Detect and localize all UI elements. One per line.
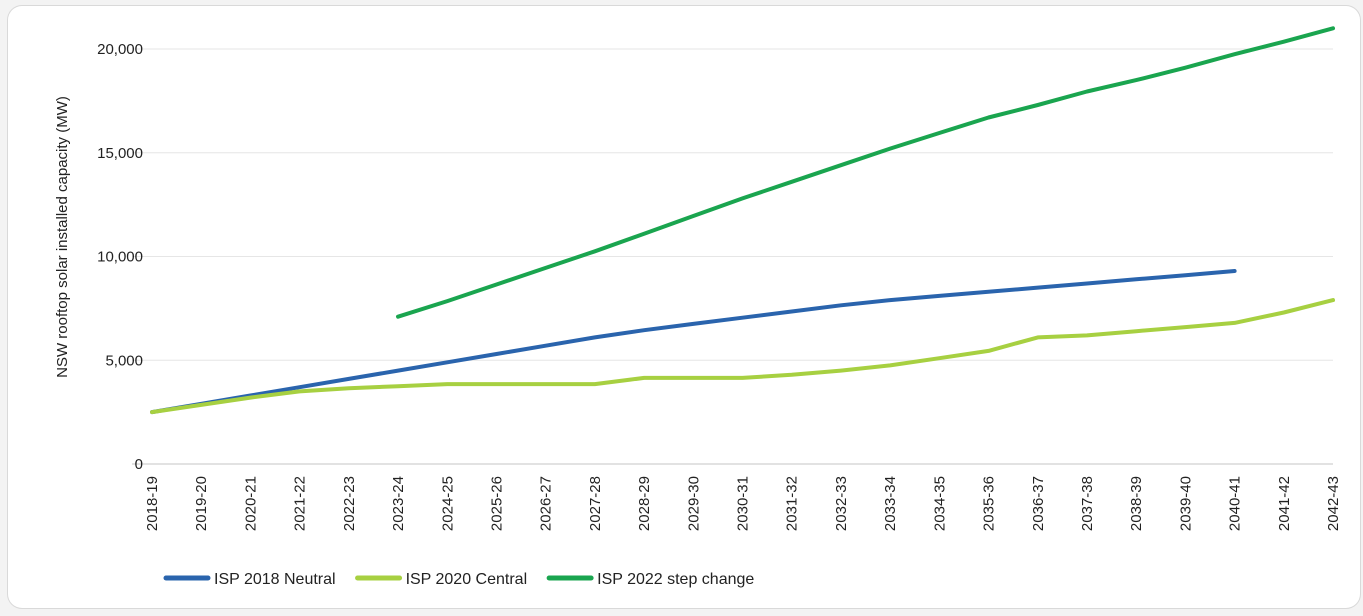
x-tick-label: 2022-23 [341, 476, 358, 531]
x-tick-label: 2019-20 [193, 476, 210, 531]
y-tick-labels: 0 5,000 10,000 15,000 20,000 [97, 41, 143, 473]
x-tick-label: 2021-22 [292, 476, 309, 531]
x-tick-label: 2032-33 [833, 476, 850, 531]
x-tick-label: 2036-37 [1030, 476, 1047, 531]
y-tick-label: 10,000 [97, 249, 143, 266]
x-tick-label: 2025-26 [488, 476, 505, 531]
x-tick-label: 2039-40 [1177, 476, 1194, 531]
x-tick-label: 2029-30 [685, 476, 702, 531]
y-tick-label: 5,000 [105, 352, 143, 369]
x-tick-label: 2024-25 [439, 476, 456, 531]
x-tick-label: 2018-19 [144, 476, 161, 531]
x-tick-label: 2030-31 [735, 476, 752, 531]
legend: ISP 2018 Neutral ISP 2020 Central ISP 2022… [163, 571, 754, 588]
x-tick-label: 2023-24 [390, 476, 407, 531]
legend-label: ISP 2020 Central [406, 571, 528, 588]
x-tick-labels: 2018-19 2019-20 2020-21 2021-22 2022-23 2023-… [144, 476, 1342, 531]
y-tick-label: 20,000 [97, 41, 143, 58]
y-axis-title: NSW rooftop solar installed capacity (MW… [54, 96, 71, 378]
series-lines [150, 26, 1335, 415]
x-tick-label: 2026-27 [538, 476, 555, 531]
x-tick-label: 2035-36 [981, 476, 998, 531]
legend-label: ISP 2022 step change [597, 571, 754, 588]
x-tick-label: 2028-29 [636, 476, 653, 531]
x-tick-label: 2027-28 [587, 476, 604, 531]
x-tick-label: 2034-35 [931, 476, 948, 531]
x-tick-label: 2037-38 [1079, 476, 1096, 531]
series-line-1 [150, 269, 1237, 415]
y-tick-label: 0 [135, 456, 143, 473]
gridlines [132, 48, 1333, 361]
x-tick-label: 2040-41 [1227, 476, 1244, 531]
x-tick-label: 2033-34 [882, 476, 899, 531]
chart-panel [8, 6, 1360, 608]
x-tick-label: 2038-39 [1128, 476, 1145, 531]
x-tick-label: 2020-21 [242, 476, 259, 531]
x-tick-label: 2042-43 [1325, 476, 1342, 531]
series-line-3 [396, 26, 1335, 319]
y-tick-label: 15,000 [97, 145, 143, 162]
x-tick-label: 2041-42 [1276, 476, 1293, 531]
series-line-2 [150, 298, 1335, 415]
x-tick-label: 2031-32 [784, 476, 801, 531]
legend-label: ISP 2018 Neutral [214, 571, 336, 588]
